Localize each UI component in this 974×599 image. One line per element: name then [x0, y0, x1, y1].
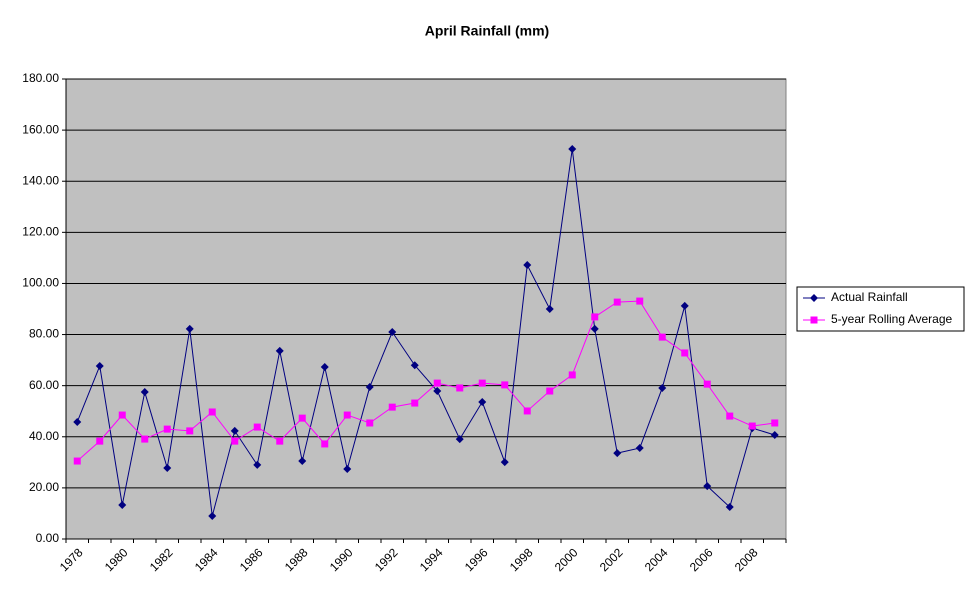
x-tick-label: 1982 — [147, 545, 176, 574]
x-tick-label: 1988 — [282, 545, 311, 574]
marker — [501, 381, 509, 389]
y-tick-label: 20.00 — [29, 480, 59, 494]
marker — [703, 482, 712, 491]
marker — [523, 261, 532, 270]
marker — [163, 463, 172, 472]
marker — [410, 361, 419, 370]
marker — [546, 387, 554, 395]
marker — [140, 388, 149, 397]
x-tick-label: 1978 — [57, 545, 86, 574]
marker — [591, 313, 599, 321]
marker — [321, 440, 329, 448]
marker — [73, 417, 82, 426]
y-tick-label: 120.00 — [22, 225, 59, 239]
marker — [658, 333, 666, 341]
marker — [73, 457, 81, 465]
x-tick-label: 1984 — [192, 545, 221, 574]
marker — [810, 316, 818, 324]
marker — [636, 297, 644, 305]
y-tick-label: 180.00 — [22, 71, 59, 85]
marker — [726, 412, 734, 420]
x-tick-label: 2000 — [552, 545, 581, 574]
marker — [590, 324, 599, 333]
plot-area — [65, 78, 787, 540]
marker — [276, 437, 284, 445]
x-tick-label: 2006 — [687, 545, 716, 574]
marker — [681, 349, 689, 357]
marker — [613, 449, 622, 458]
marker — [388, 403, 396, 411]
marker — [456, 384, 464, 392]
marker — [635, 444, 644, 453]
marker — [478, 398, 487, 407]
x-tick-label: 1980 — [102, 545, 131, 574]
marker — [810, 294, 818, 302]
marker — [141, 435, 149, 443]
marker — [703, 380, 711, 388]
y-tick-label: 140.00 — [22, 173, 59, 187]
marker — [523, 407, 531, 415]
marker — [118, 411, 126, 419]
x-tick-label: 2008 — [732, 545, 761, 574]
marker — [568, 145, 577, 154]
marker — [231, 437, 239, 445]
marker — [275, 346, 284, 355]
marker — [613, 298, 621, 306]
marker — [771, 419, 779, 427]
marker — [343, 464, 352, 473]
legend-box — [796, 286, 965, 332]
y-tick-label: 160.00 — [22, 122, 59, 136]
marker — [748, 422, 756, 430]
marker — [478, 379, 486, 387]
marker — [185, 324, 194, 333]
chart-title: April Rainfall (mm) — [425, 23, 549, 39]
marker — [208, 408, 216, 416]
x-tick-label: 1996 — [462, 545, 491, 574]
marker — [253, 460, 262, 469]
marker — [725, 503, 734, 512]
y-tick-label: 80.00 — [29, 327, 59, 341]
marker — [411, 399, 419, 407]
marker — [365, 382, 374, 391]
x-tick-label: 2002 — [597, 545, 626, 574]
marker — [230, 426, 239, 435]
marker — [545, 305, 554, 313]
series-line — [76, 300, 775, 462]
y-tick-label: 40.00 — [29, 429, 59, 443]
x-tick-label: 1998 — [507, 545, 536, 574]
marker — [366, 419, 374, 427]
legend-label: Actual Rainfall — [831, 290, 908, 304]
legend-label: 5-year Rolling Average — [831, 312, 953, 326]
marker — [433, 379, 441, 387]
marker — [658, 383, 667, 392]
x-tick-label: 1990 — [327, 545, 356, 574]
marker — [433, 387, 442, 396]
y-tick-label: 60.00 — [29, 378, 59, 392]
marker — [118, 501, 127, 510]
x-tick-label: 1992 — [372, 545, 401, 574]
marker — [680, 301, 689, 310]
marker — [298, 457, 307, 466]
x-tick-label: 2004 — [642, 545, 671, 574]
x-tick-label: 1986 — [237, 545, 266, 574]
marker — [568, 371, 576, 379]
y-tick-label: 0.00 — [36, 531, 60, 545]
series-line — [76, 148, 775, 517]
y-tick-label: 100.00 — [22, 276, 59, 290]
marker — [343, 411, 351, 419]
marker — [298, 414, 306, 422]
marker — [186, 427, 194, 435]
marker — [770, 430, 779, 439]
marker — [500, 458, 509, 467]
marker — [455, 435, 464, 444]
marker — [95, 361, 104, 370]
marker — [388, 328, 397, 336]
marker — [96, 437, 104, 445]
x-tick-label: 1994 — [417, 545, 446, 574]
marker — [320, 363, 329, 372]
marker — [253, 423, 261, 431]
marker — [208, 512, 217, 520]
marker — [163, 425, 171, 433]
